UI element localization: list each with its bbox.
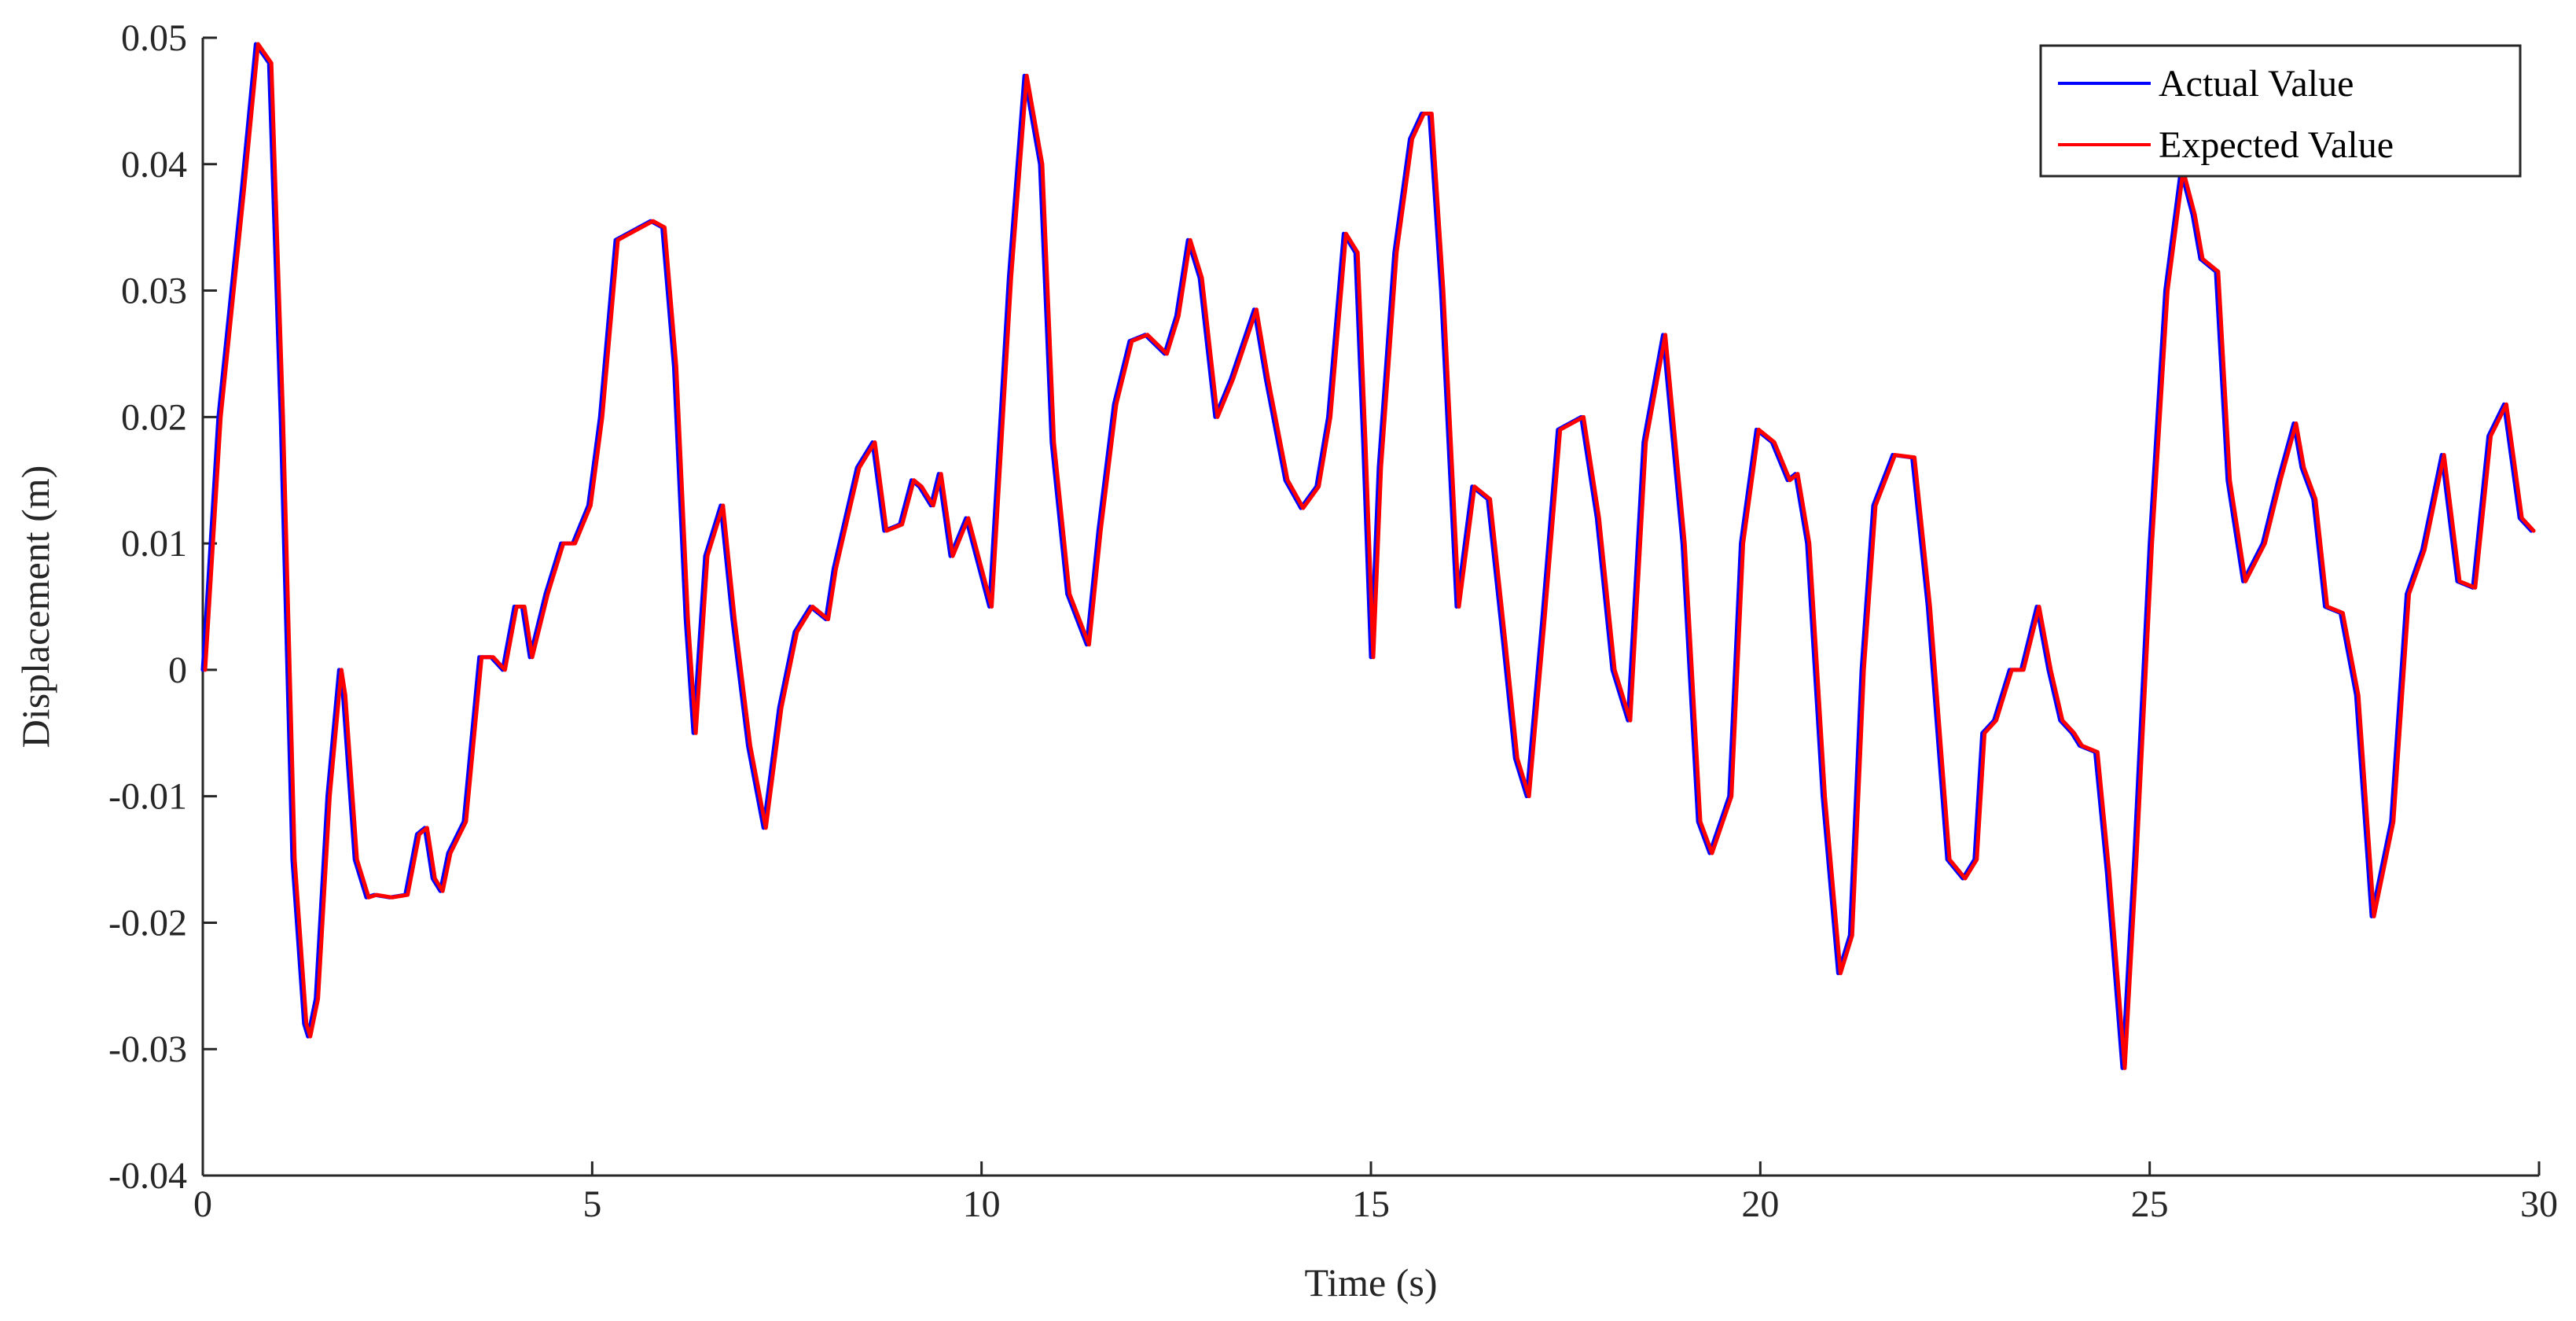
y-tick-label: -0.01 [108, 776, 187, 818]
x-tick-label: 0 [193, 1183, 212, 1225]
y-tick-label: 0.03 [121, 270, 187, 312]
y-tick-label: 0.01 [121, 523, 187, 565]
y-tick-label: 0.05 [121, 17, 187, 59]
legend-label-expected: Expected Value [2159, 124, 2394, 166]
x-tick-label: 25 [2131, 1183, 2169, 1225]
x-axis-title: Time (s) [1304, 1260, 1437, 1304]
y-tick-label: -0.04 [108, 1155, 187, 1197]
y-tick-label: 0.02 [121, 396, 187, 438]
y-tick-label: 0.04 [121, 144, 187, 186]
legend-label-actual: Actual Value [2159, 63, 2354, 105]
y-tick-label: -0.03 [108, 1028, 187, 1070]
x-tick-label: 10 [963, 1183, 1001, 1225]
x-tick-label: 30 [2520, 1183, 2558, 1225]
x-tick-label: 15 [1352, 1183, 1390, 1225]
legend: Actual Value Expected Value [2039, 44, 2522, 178]
y-tick-label: 0 [168, 649, 187, 691]
series-layer [200, 42, 2536, 1070]
y-tick-label: -0.02 [108, 902, 187, 944]
ticks-layer: 0 5 10 15 20 25 30 -0.04 -0.03 -0.02 -0.01 0 0.01 0.0… [108, 17, 2558, 1225]
x-tick-label: 20 [1741, 1183, 1779, 1225]
series-line-expected [203, 42, 2536, 1070]
legend-box [2039, 44, 2522, 178]
x-tick-label: 5 [582, 1183, 601, 1225]
series-line-actual [200, 42, 2534, 1070]
y-axis-title: Displacement (m) [13, 465, 57, 749]
